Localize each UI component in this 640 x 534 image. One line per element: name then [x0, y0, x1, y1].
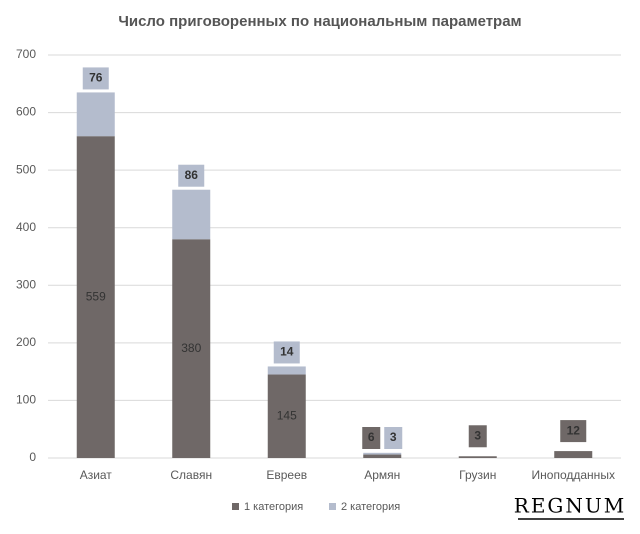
- bar-segment: [363, 452, 402, 455]
- bar-segment: [267, 366, 306, 375]
- value-label: 3: [474, 428, 481, 442]
- value-label: 14: [280, 345, 294, 359]
- legend-label: 2 категория: [341, 501, 400, 513]
- value-label-box: [362, 427, 381, 449]
- y-tick-label: 600: [16, 105, 36, 119]
- legend-swatch: [329, 503, 336, 510]
- y-tick-label: 100: [16, 393, 36, 407]
- bar-segment: [267, 374, 306, 458]
- value-label-box: [273, 341, 300, 364]
- x-tick-label: Евреев: [266, 468, 307, 482]
- bar-segment: [76, 92, 115, 137]
- value-label: 380: [181, 341, 201, 355]
- legend-label: 1 категория: [244, 501, 303, 513]
- y-tick-label: 500: [16, 162, 36, 176]
- y-tick-label: 0: [29, 450, 36, 464]
- value-label-box: [560, 420, 587, 443]
- y-tick-label: 700: [16, 47, 36, 61]
- value-label: 559: [86, 289, 106, 303]
- x-tick-label: Азиат: [80, 468, 113, 482]
- value-label: 12: [567, 423, 581, 437]
- chart-title: Число приговоренных по национальным пара…: [118, 13, 521, 30]
- x-tick-label: Иноподданных: [532, 468, 615, 482]
- bar-segment: [76, 136, 115, 458]
- x-tick-label: Армян: [364, 468, 400, 482]
- y-tick-label: 200: [16, 335, 36, 349]
- legend-swatch: [232, 503, 239, 510]
- bar-segment: [363, 454, 402, 458]
- bar-segment: [172, 189, 211, 240]
- value-label: 86: [185, 168, 199, 182]
- watermark: REGNUM: [514, 494, 626, 518]
- x-tick-label: Славян: [170, 468, 212, 482]
- bar-segment: [172, 239, 211, 458]
- value-label-box: [82, 67, 109, 90]
- value-label-box: [468, 425, 487, 448]
- value-label: 145: [277, 408, 297, 422]
- bar-segment: [554, 451, 593, 458]
- value-label-box: [178, 164, 205, 187]
- bar-segment: [458, 456, 497, 458]
- value-label-box: [384, 427, 403, 449]
- x-tick-label: Грузин: [459, 468, 496, 482]
- y-tick-label: 300: [16, 277, 36, 291]
- value-label: 3: [390, 430, 397, 444]
- y-tick-label: 400: [16, 220, 36, 234]
- value-label: 76: [89, 71, 103, 85]
- value-label: 6: [368, 430, 375, 444]
